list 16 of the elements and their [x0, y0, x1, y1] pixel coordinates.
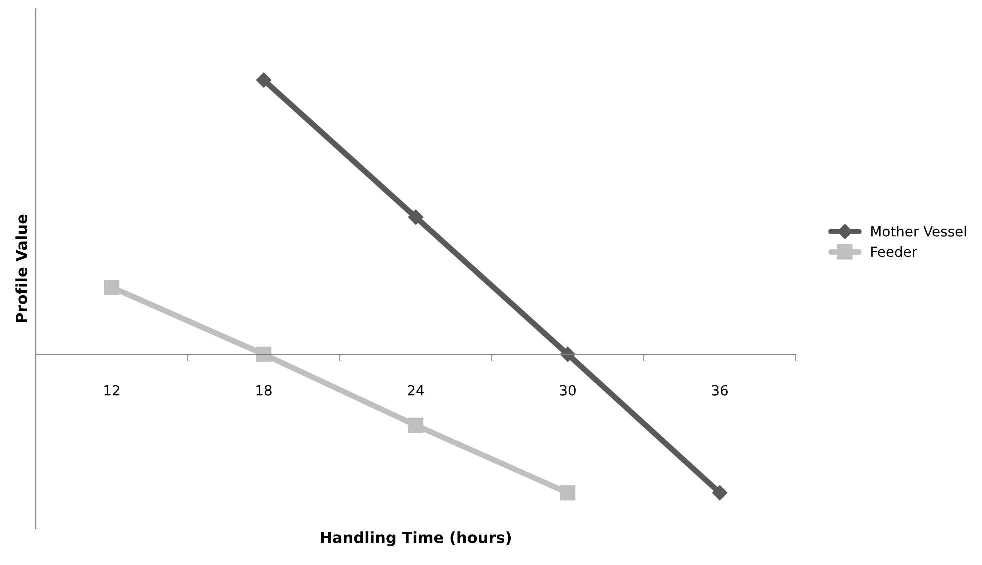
point [256, 346, 272, 362]
x-tick-label: 30 [560, 385, 576, 396]
x-tick-label: 18 [256, 385, 272, 396]
point [712, 485, 728, 501]
point [560, 485, 576, 501]
point [408, 210, 424, 225]
y-axis-title: Profile Value [16, 214, 28, 322]
x-tick-label: 12 [104, 385, 120, 396]
point [256, 72, 272, 88]
x-tick-label: 36 [712, 385, 728, 396]
x-tick-label: 24 [408, 385, 424, 396]
point [104, 280, 120, 296]
point [408, 418, 424, 434]
legend-label: Feeder [872, 246, 918, 258]
x-axis-title: Handling Time (hours) [321, 532, 511, 547]
legend-label: Mother Vessel [872, 226, 966, 237]
